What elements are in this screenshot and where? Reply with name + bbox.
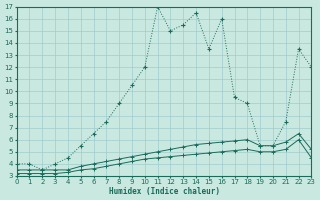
X-axis label: Humidex (Indice chaleur): Humidex (Indice chaleur) bbox=[108, 187, 220, 196]
